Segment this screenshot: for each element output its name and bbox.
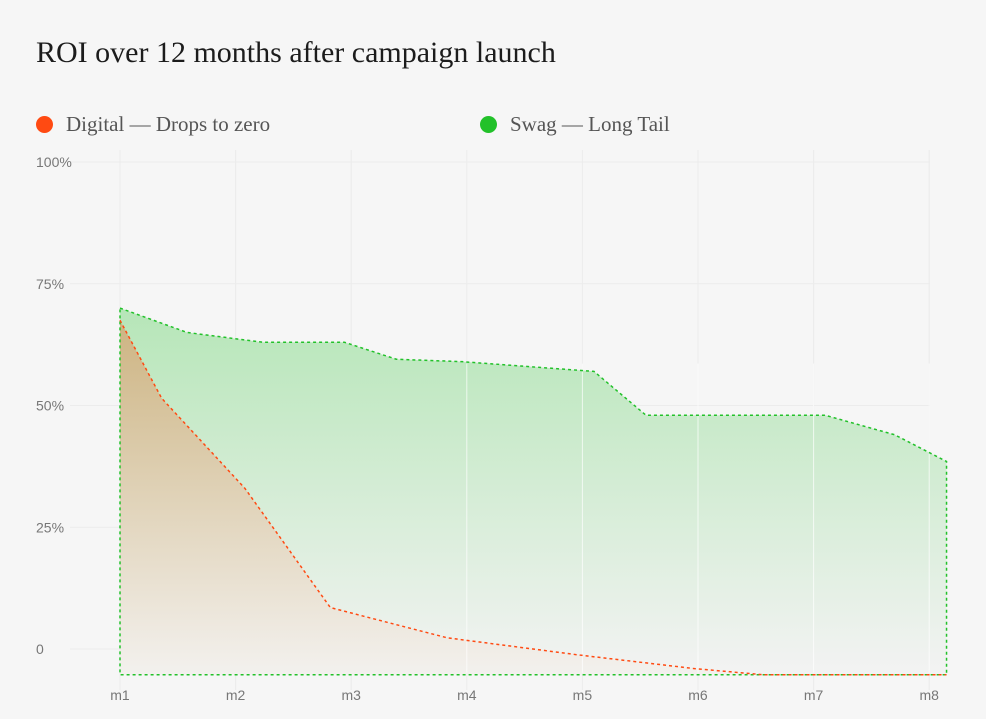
line-swag (119, 307, 948, 676)
y-tick-label: 0 (36, 641, 44, 657)
legend-label-digital: Digital — Drops to zero (66, 112, 271, 136)
x-tick-label: m5 (573, 687, 593, 703)
x-tick-label: m7 (804, 687, 824, 703)
area-digital (120, 320, 947, 675)
x-tick-label: m2 (226, 687, 246, 703)
x-tick-label: m1 (110, 687, 130, 703)
chart-title: ROI over 12 months after campaign launch (36, 36, 556, 69)
y-tick-label: 75% (36, 276, 64, 292)
legend-label-swag: Swag — Long Tail (510, 112, 670, 136)
y-tick-label: 100% (36, 154, 72, 170)
x-tick-label: m8 (919, 687, 939, 703)
legend-item-swag: Swag — Long Tail (480, 112, 670, 137)
y-tick-label: 25% (36, 519, 64, 535)
x-tick-label: m6 (688, 687, 708, 703)
x-tick-label: m3 (341, 687, 361, 703)
swag-dot-icon (480, 116, 497, 133)
area-swag (120, 308, 947, 675)
digital-dot-icon (36, 116, 53, 133)
legend-item-digital: Digital — Drops to zero (36, 112, 270, 137)
y-tick-label: 50% (36, 398, 64, 414)
x-tick-label: m4 (457, 687, 477, 703)
